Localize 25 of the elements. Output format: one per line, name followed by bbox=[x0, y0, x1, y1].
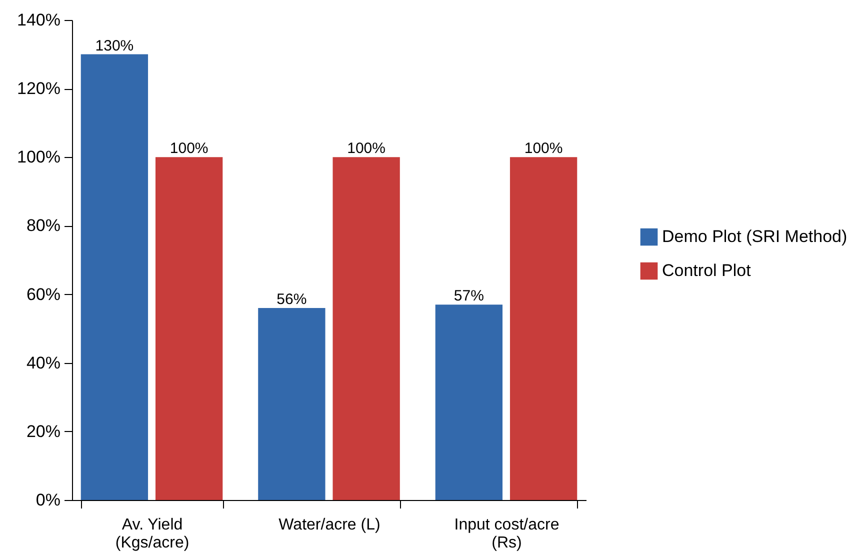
y-tick-label: 60% bbox=[26, 284, 60, 304]
y-tick-label: 20% bbox=[26, 422, 60, 441]
bar bbox=[332, 157, 400, 500]
x-tick-label: Water/acre (L) bbox=[278, 516, 380, 534]
y-tick-label: 0% bbox=[36, 490, 60, 510]
data-label: 100% bbox=[524, 140, 563, 158]
bar bbox=[80, 54, 148, 500]
y-tick-label: 120% bbox=[17, 79, 60, 98]
y-tick-label: 100% bbox=[17, 148, 60, 167]
x-tick-label: Av. Yield (Kgs/acre) bbox=[115, 516, 190, 552]
data-label: 100% bbox=[170, 140, 208, 158]
bar bbox=[258, 308, 326, 500]
bar bbox=[510, 157, 578, 500]
x-tick-label: Input cost/acre (Rs) bbox=[454, 516, 560, 552]
data-label: 130% bbox=[95, 37, 134, 54]
y-tick-label: 140% bbox=[17, 10, 60, 30]
bar bbox=[435, 304, 503, 500]
y-tick-label: 40% bbox=[26, 353, 60, 372]
data-label: 57% bbox=[454, 288, 484, 305]
data-label: 56% bbox=[276, 291, 307, 308]
legend-label: Demo Plot (SRI Method) bbox=[662, 227, 848, 246]
legend-label: Control Plot bbox=[662, 261, 752, 280]
y-tick-label: 80% bbox=[26, 216, 60, 236]
data-label: 100% bbox=[347, 140, 386, 158]
bar bbox=[155, 157, 223, 500]
